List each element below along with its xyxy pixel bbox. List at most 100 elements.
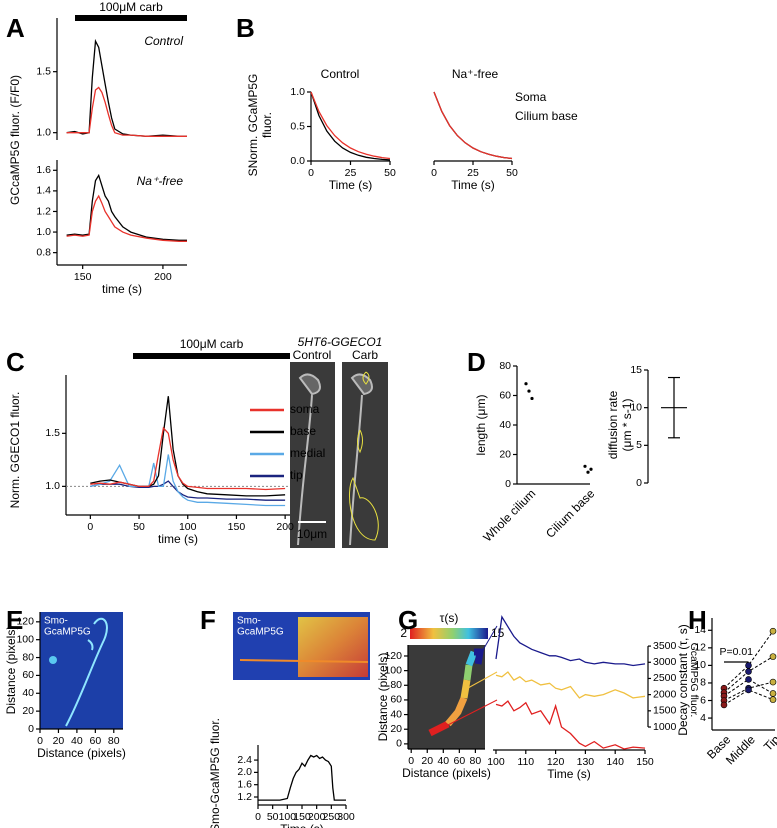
data-point xyxy=(589,467,593,471)
panel-letter: H xyxy=(688,605,707,635)
data-point xyxy=(530,396,534,401)
x-tick-label: Cilium base xyxy=(543,486,597,540)
data-point xyxy=(769,690,777,697)
trace xyxy=(66,173,187,241)
x-tick-label: 0 xyxy=(431,167,437,179)
data-point xyxy=(583,464,587,468)
y-tick-label: 80 xyxy=(390,679,402,691)
y-tick-label: 100 xyxy=(16,633,34,645)
y-tick-label: 5 xyxy=(636,439,642,451)
y-tick-label: 0.0 xyxy=(290,155,305,167)
trace xyxy=(495,615,646,667)
y-tick-label: 10 xyxy=(630,401,642,413)
data-point xyxy=(745,676,752,683)
pair-line xyxy=(723,630,774,689)
y-axis-label: Distance (pixels) xyxy=(376,653,390,742)
cell-spot xyxy=(49,656,57,664)
x-tick-label: 80 xyxy=(470,755,482,767)
y-tick-label: 20 xyxy=(22,705,34,717)
trace xyxy=(66,86,187,137)
y-tick-label: 1.0 xyxy=(290,86,305,98)
kymograph xyxy=(298,617,368,677)
data-point xyxy=(769,696,777,703)
x-tick-label: 0 xyxy=(308,167,314,179)
kymograph-line xyxy=(239,659,369,663)
trace xyxy=(433,91,513,160)
y-tick-label: 1.6 xyxy=(36,164,51,176)
subtitle: Na⁺-free xyxy=(452,67,499,81)
x-tick-label: Tip xyxy=(761,732,777,754)
y-axis-label: length (μm) xyxy=(474,395,488,456)
subtitle: Control xyxy=(321,67,360,81)
x-tick-label: 150 xyxy=(228,521,246,533)
x-tick-label: 110 xyxy=(517,756,534,768)
connector xyxy=(439,699,498,730)
y-tick-label: 1.0 xyxy=(45,480,60,492)
trace xyxy=(495,671,646,699)
y-tick-label: 15 xyxy=(630,364,642,376)
panel-letter: E xyxy=(6,605,23,635)
y2-tick-label: 3000 xyxy=(653,656,677,668)
y-tick-label: 80 xyxy=(499,360,511,372)
trace xyxy=(90,454,286,507)
y-tick-label: 20 xyxy=(499,448,511,460)
x-tick-label: 300 xyxy=(337,811,355,823)
trace xyxy=(66,38,187,137)
legend-label: Cilium base xyxy=(515,109,578,123)
x-tick-label: 25 xyxy=(467,167,479,179)
data-point xyxy=(745,668,752,675)
legend-label: soma xyxy=(290,402,320,416)
x-tick-label: 50 xyxy=(267,811,279,823)
x-tick-label: 60 xyxy=(453,755,465,767)
trace xyxy=(66,194,187,242)
y-tick-label: 60 xyxy=(499,389,511,401)
panel-letter: A xyxy=(6,13,25,43)
trace xyxy=(90,480,286,501)
y-tick-label: 6 xyxy=(700,694,706,706)
data-point xyxy=(524,382,528,386)
image-label: Smo- xyxy=(237,616,261,627)
roi-outline xyxy=(348,371,379,541)
y-axis-label: Distance (pixels) xyxy=(4,626,18,715)
trace xyxy=(310,91,391,161)
y-axis-label: SNorm. GCaMP5G xyxy=(246,74,260,177)
legend-label: tip xyxy=(290,468,303,482)
y-tick-label: 2.0 xyxy=(237,766,252,778)
x-axis-label: Time (s) xyxy=(451,178,495,192)
treatment-bar xyxy=(133,353,290,359)
legend-label: medial xyxy=(290,446,325,460)
y-axis-label: (μm * s-1) xyxy=(620,399,634,452)
subtitle: Na⁺-free xyxy=(137,174,184,188)
x-tick-label: 120 xyxy=(547,756,565,768)
y-axis-label: GCcaMP5G fluor. (F/F0) xyxy=(8,75,22,205)
y-tick-label: 0.8 xyxy=(36,246,51,258)
image-label: GcaMP5G xyxy=(237,627,284,638)
panel-letter: D xyxy=(467,347,486,377)
x-axis-label: time (s) xyxy=(158,532,198,546)
y-axis-label: fluor. xyxy=(260,112,274,138)
x-axis-label: Distance (pixels) xyxy=(37,746,126,760)
y-tick-label: 1.6 xyxy=(237,778,252,790)
y2-tick-label: 3500 xyxy=(653,640,677,652)
panel-letter: F xyxy=(200,605,216,635)
x-tick-label: 0 xyxy=(87,521,93,533)
annotation: 100μM carb xyxy=(99,0,163,14)
x-axis-label: Distance (pixels) xyxy=(402,766,491,780)
x-tick-label: 130 xyxy=(577,756,595,768)
y-tick-label: 8 xyxy=(700,677,706,689)
x-tick-label: 250 xyxy=(323,811,341,823)
x-tick-label: 50 xyxy=(506,167,518,179)
data-point xyxy=(745,662,752,669)
x-tick-label: 0 xyxy=(37,735,43,747)
data-point xyxy=(586,470,590,474)
x-tick-label: 25 xyxy=(345,167,357,179)
y-axis-label: Norm. GGECO1 fluor. xyxy=(8,392,22,509)
y-tick-label: 40 xyxy=(499,419,511,431)
y-tick-label: 12 xyxy=(694,642,706,654)
x-tick-label: 100 xyxy=(279,811,297,823)
y-tick-label: 1.5 xyxy=(45,427,60,439)
x-tick-label: 60 xyxy=(89,735,101,747)
cilium xyxy=(297,373,321,546)
panel-letter: C xyxy=(6,347,25,377)
subtitle: Control xyxy=(144,34,183,48)
